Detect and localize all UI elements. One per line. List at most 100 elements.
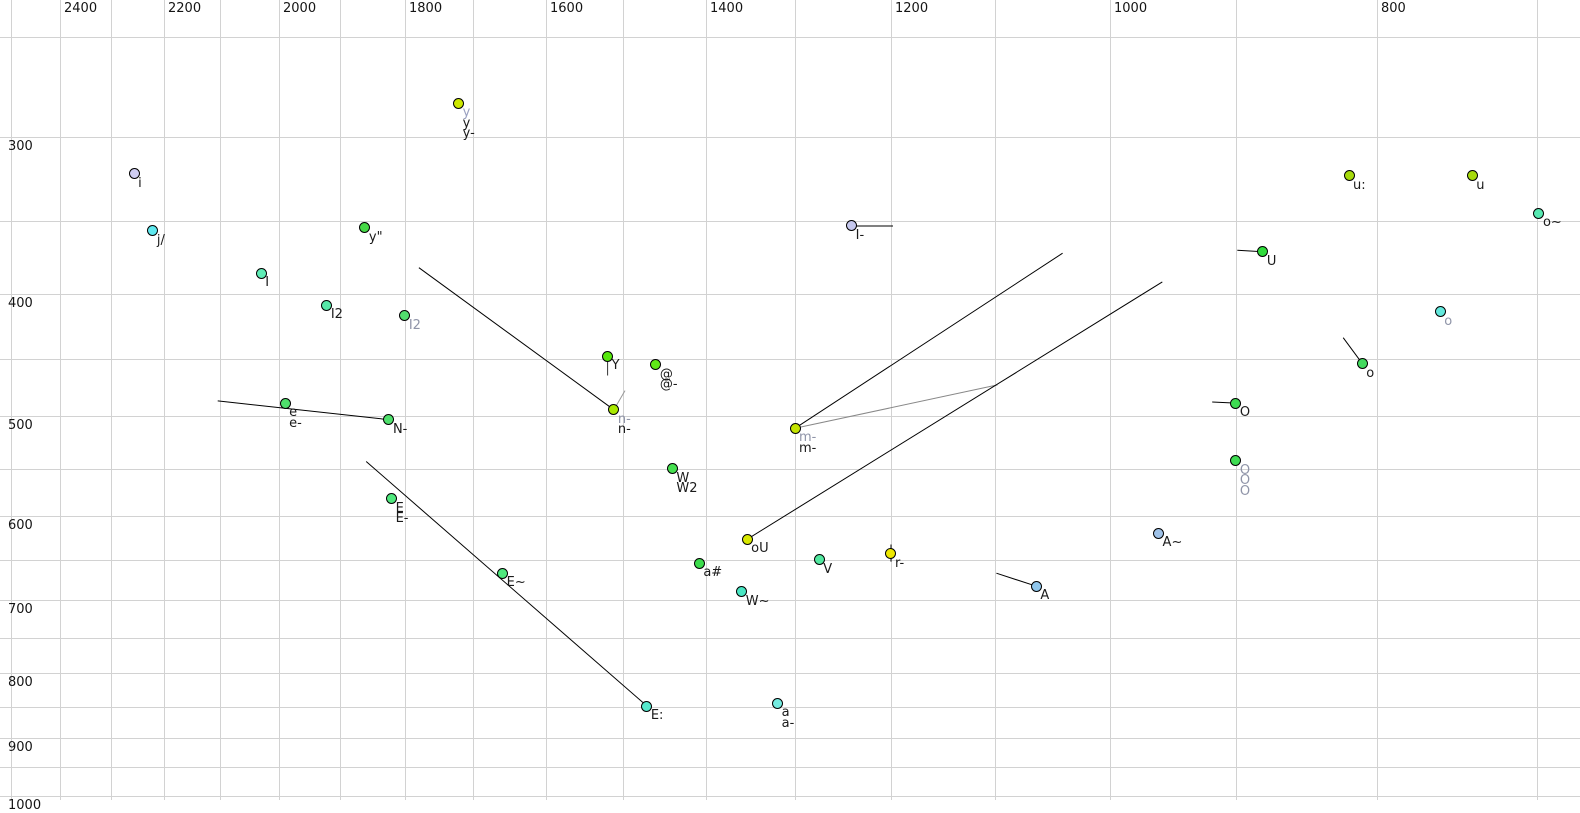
gridline-y-400	[0, 294, 1580, 295]
point-I[interactable]	[255, 267, 267, 279]
gridline-x-2200	[164, 0, 165, 800]
gridline-y-600	[0, 516, 1580, 517]
point-label-E: E	[395, 500, 404, 516]
point-label-I: I-	[855, 227, 865, 243]
point-label-V: V	[823, 561, 833, 577]
point-label-x: @	[659, 366, 673, 382]
gridline-x-1000	[1110, 0, 1111, 800]
point-label-O-2-2: O	[1239, 483, 1251, 499]
gridline-x-1900	[340, 0, 341, 800]
point-label-o-2: o	[1444, 313, 1453, 329]
y-tick-800: 800	[8, 675, 33, 690]
point-I[interactable]	[846, 220, 858, 232]
point-label-o: o	[1366, 365, 1375, 381]
point-label-m-1: m-	[799, 440, 817, 456]
gridline-y-250	[0, 37, 1580, 38]
point-y[interactable]	[359, 222, 371, 233]
point-label-W: W~	[745, 593, 770, 609]
point-label-y: y	[462, 105, 471, 121]
point-O-2[interactable]	[1230, 455, 1242, 466]
point-I2[interactable]	[321, 299, 333, 311]
point-I2-2[interactable]	[399, 310, 411, 322]
point-label-y: y"	[368, 229, 383, 245]
gridline-y-800	[0, 673, 1580, 674]
y-tick-500: 500	[8, 418, 33, 433]
connector-line-0	[217, 400, 390, 421]
point-Y[interactable]	[602, 350, 614, 362]
point-a[interactable]	[693, 557, 705, 569]
point-label-n: n-	[617, 411, 631, 427]
point-O[interactable]	[1230, 397, 1242, 409]
point-label-O-2: O	[1239, 462, 1251, 478]
gridline-x-700	[1537, 0, 1538, 800]
point-o[interactable]	[1356, 358, 1368, 370]
gridline-x-800	[1377, 0, 1378, 800]
connector-line-1	[418, 267, 615, 411]
point-a[interactable]	[772, 697, 784, 709]
connector-line-5	[794, 252, 1063, 429]
point-label-I2-2: I2	[408, 317, 421, 333]
point-i[interactable]	[128, 168, 140, 180]
point-V[interactable]	[813, 554, 825, 566]
connector-line-9	[996, 572, 1037, 587]
point-label-a: a	[781, 705, 790, 721]
point-E[interactable]	[497, 567, 509, 579]
gridline-x-1700	[473, 0, 474, 800]
gridline-x-2000	[279, 0, 280, 800]
point-label-j: j/	[156, 232, 165, 248]
point-label-E-1: E-	[395, 511, 409, 527]
point-label-I: I	[265, 275, 270, 291]
point-label-u: u	[1476, 177, 1485, 193]
gridline-x-2100	[220, 0, 221, 800]
y-tick-1000: 1000	[8, 798, 42, 813]
point-E[interactable]	[641, 700, 653, 712]
gridline-y-850	[0, 707, 1580, 708]
y-tick-300: 300	[8, 139, 33, 154]
gridline-x-1800	[405, 0, 406, 800]
x-tick-2400: 2400	[64, 1, 98, 16]
gridline-x-1400	[706, 0, 707, 800]
point-label-y-1: y	[462, 115, 471, 131]
point-label-o: o~	[1542, 215, 1562, 231]
gridline-y-650	[0, 560, 1580, 561]
point-label-I2: I2	[330, 307, 343, 323]
point-label-O: O	[1239, 405, 1251, 421]
point-u[interactable]	[1343, 170, 1355, 182]
point-label-A: A~	[1162, 535, 1183, 551]
gridline-y-750	[0, 638, 1580, 639]
point-j[interactable]	[147, 225, 159, 237]
point-n[interactable]	[608, 404, 620, 416]
gridline-x-1100	[995, 0, 996, 800]
point-E[interactable]	[386, 493, 398, 505]
point-N[interactable]	[383, 414, 395, 426]
point-U[interactable]	[1257, 246, 1269, 258]
point-u[interactable]	[1466, 170, 1478, 182]
point-W[interactable]	[736, 586, 748, 598]
point-label-U: U	[1266, 253, 1277, 269]
point-label-r: r-	[894, 555, 905, 571]
point-e[interactable]	[279, 397, 291, 409]
point-m[interactable]	[789, 422, 801, 434]
point-A[interactable]	[1153, 527, 1165, 539]
gridline-y-450	[0, 359, 1580, 360]
x-tick-1000: 1000	[1114, 1, 1148, 16]
gridline-y-700	[0, 600, 1580, 601]
point-x[interactable]	[650, 359, 662, 371]
x-tick-800: 800	[1381, 1, 1406, 16]
point-label-a: a#	[703, 565, 723, 581]
point-oU[interactable]	[741, 533, 753, 545]
y-tick-900: 900	[8, 740, 33, 755]
point-label-Y: Y	[611, 358, 620, 374]
point-label-N: N-	[392, 421, 408, 437]
point-o[interactable]	[1533, 207, 1545, 219]
point-y[interactable]	[453, 97, 465, 109]
point-A[interactable]	[1030, 580, 1042, 592]
y-tick-600: 600	[8, 518, 33, 533]
point-W[interactable]	[666, 463, 678, 475]
point-o-2[interactable]	[1434, 306, 1446, 318]
connector-line-6	[794, 384, 998, 429]
point-label-W-1: W2	[676, 481, 698, 497]
point-label-u: u:	[1353, 177, 1366, 193]
point-label-e: e	[289, 405, 298, 421]
